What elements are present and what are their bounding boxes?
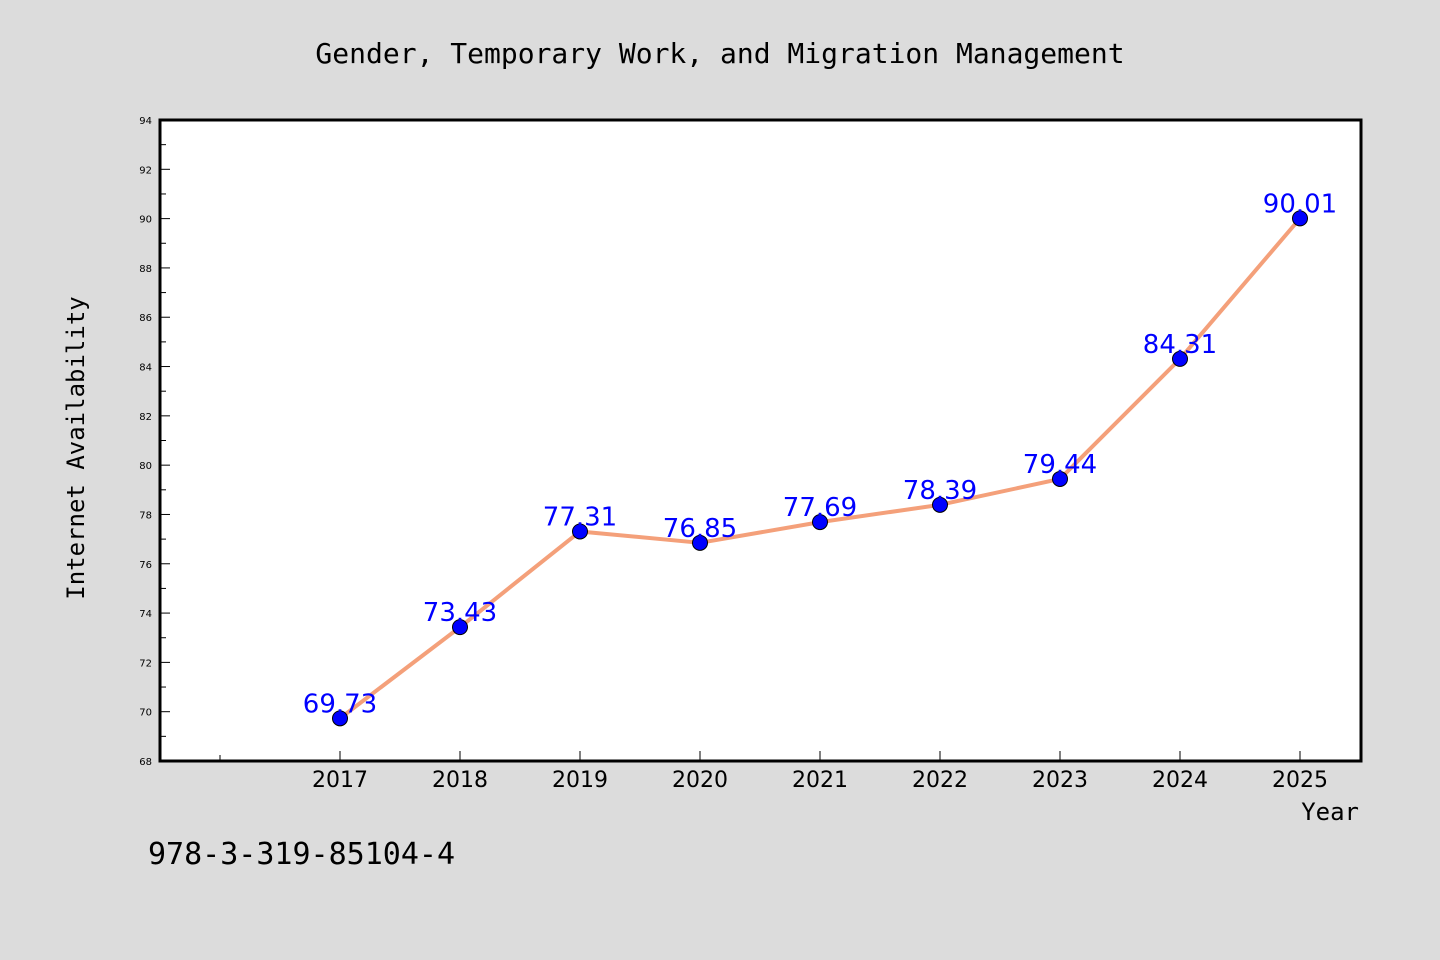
- data-label: 79.44: [1023, 450, 1097, 480]
- y-tick-label: 86: [139, 313, 152, 324]
- data-labels: 69.73 73.43 77.31 76.85 77.69 78.39 79.44 84.31…: [303, 189, 1337, 719]
- y-tick-label: 72: [139, 658, 152, 669]
- y-tick-label: 76: [139, 560, 152, 571]
- data-label: 77.69: [783, 493, 857, 523]
- data-label: 69.73: [303, 689, 377, 719]
- x-tick-label: 2025: [1272, 768, 1328, 793]
- data-point: [932, 496, 948, 513]
- y-tick-label: 92: [139, 165, 152, 176]
- data-point: [1052, 470, 1068, 487]
- isbn-text: 978-3-319-85104-4: [148, 837, 455, 872]
- y-tick-label: 68: [139, 757, 152, 768]
- data-point: [812, 514, 828, 531]
- x-tick-label: 2017: [312, 768, 368, 793]
- data-label: 84.31: [1143, 330, 1217, 360]
- x-axis-label: Year: [1301, 798, 1359, 826]
- y-tick-label: 78: [139, 510, 152, 521]
- y-tick-label: 80: [139, 461, 152, 472]
- x-tick-label: 2020: [672, 768, 728, 793]
- data-point: [572, 523, 588, 540]
- y-tick-label: 82: [139, 412, 152, 423]
- y-tick-label: 70: [139, 708, 152, 719]
- data-series: [332, 210, 1308, 727]
- x-axis-ticks: 2017 2018 2019 2020 2021 2022 2023 2024 2025: [219, 751, 1328, 793]
- y-axis-ticks: 68 70 72 74 76 78 80 82 84 86 88 90 92 94: [139, 116, 170, 768]
- x-tick-label: 2019: [552, 768, 608, 793]
- y-tick-label: 74: [139, 609, 152, 620]
- x-tick-label: 2023: [1032, 768, 1088, 793]
- plot-area: [158, 118, 1363, 763]
- y-tick-label: 88: [139, 264, 152, 275]
- y-tick-label: 90: [139, 215, 152, 226]
- data-point: [452, 619, 468, 636]
- data-point: [692, 534, 708, 551]
- data-point: [332, 710, 348, 727]
- data-label: 73.43: [423, 598, 497, 628]
- data-label: 76.85: [663, 514, 737, 544]
- x-tick-label: 2021: [792, 768, 848, 793]
- data-label: 77.31: [543, 502, 617, 532]
- y-axis-label: Internet Availability: [62, 296, 90, 599]
- y-tick-label: 84: [139, 363, 152, 374]
- y-tick-label: 94: [139, 116, 152, 127]
- chart-title: Gender, Temporary Work, and Migration Ma…: [315, 37, 1124, 70]
- x-tick-label: 2022: [912, 768, 968, 793]
- x-tick-label: 2024: [1152, 768, 1208, 793]
- data-label: 78.39: [903, 476, 977, 506]
- x-tick-label: 2018: [432, 768, 488, 793]
- data-point: [1172, 350, 1188, 367]
- data-point: [1292, 210, 1308, 227]
- data-label: 90.01: [1263, 189, 1337, 219]
